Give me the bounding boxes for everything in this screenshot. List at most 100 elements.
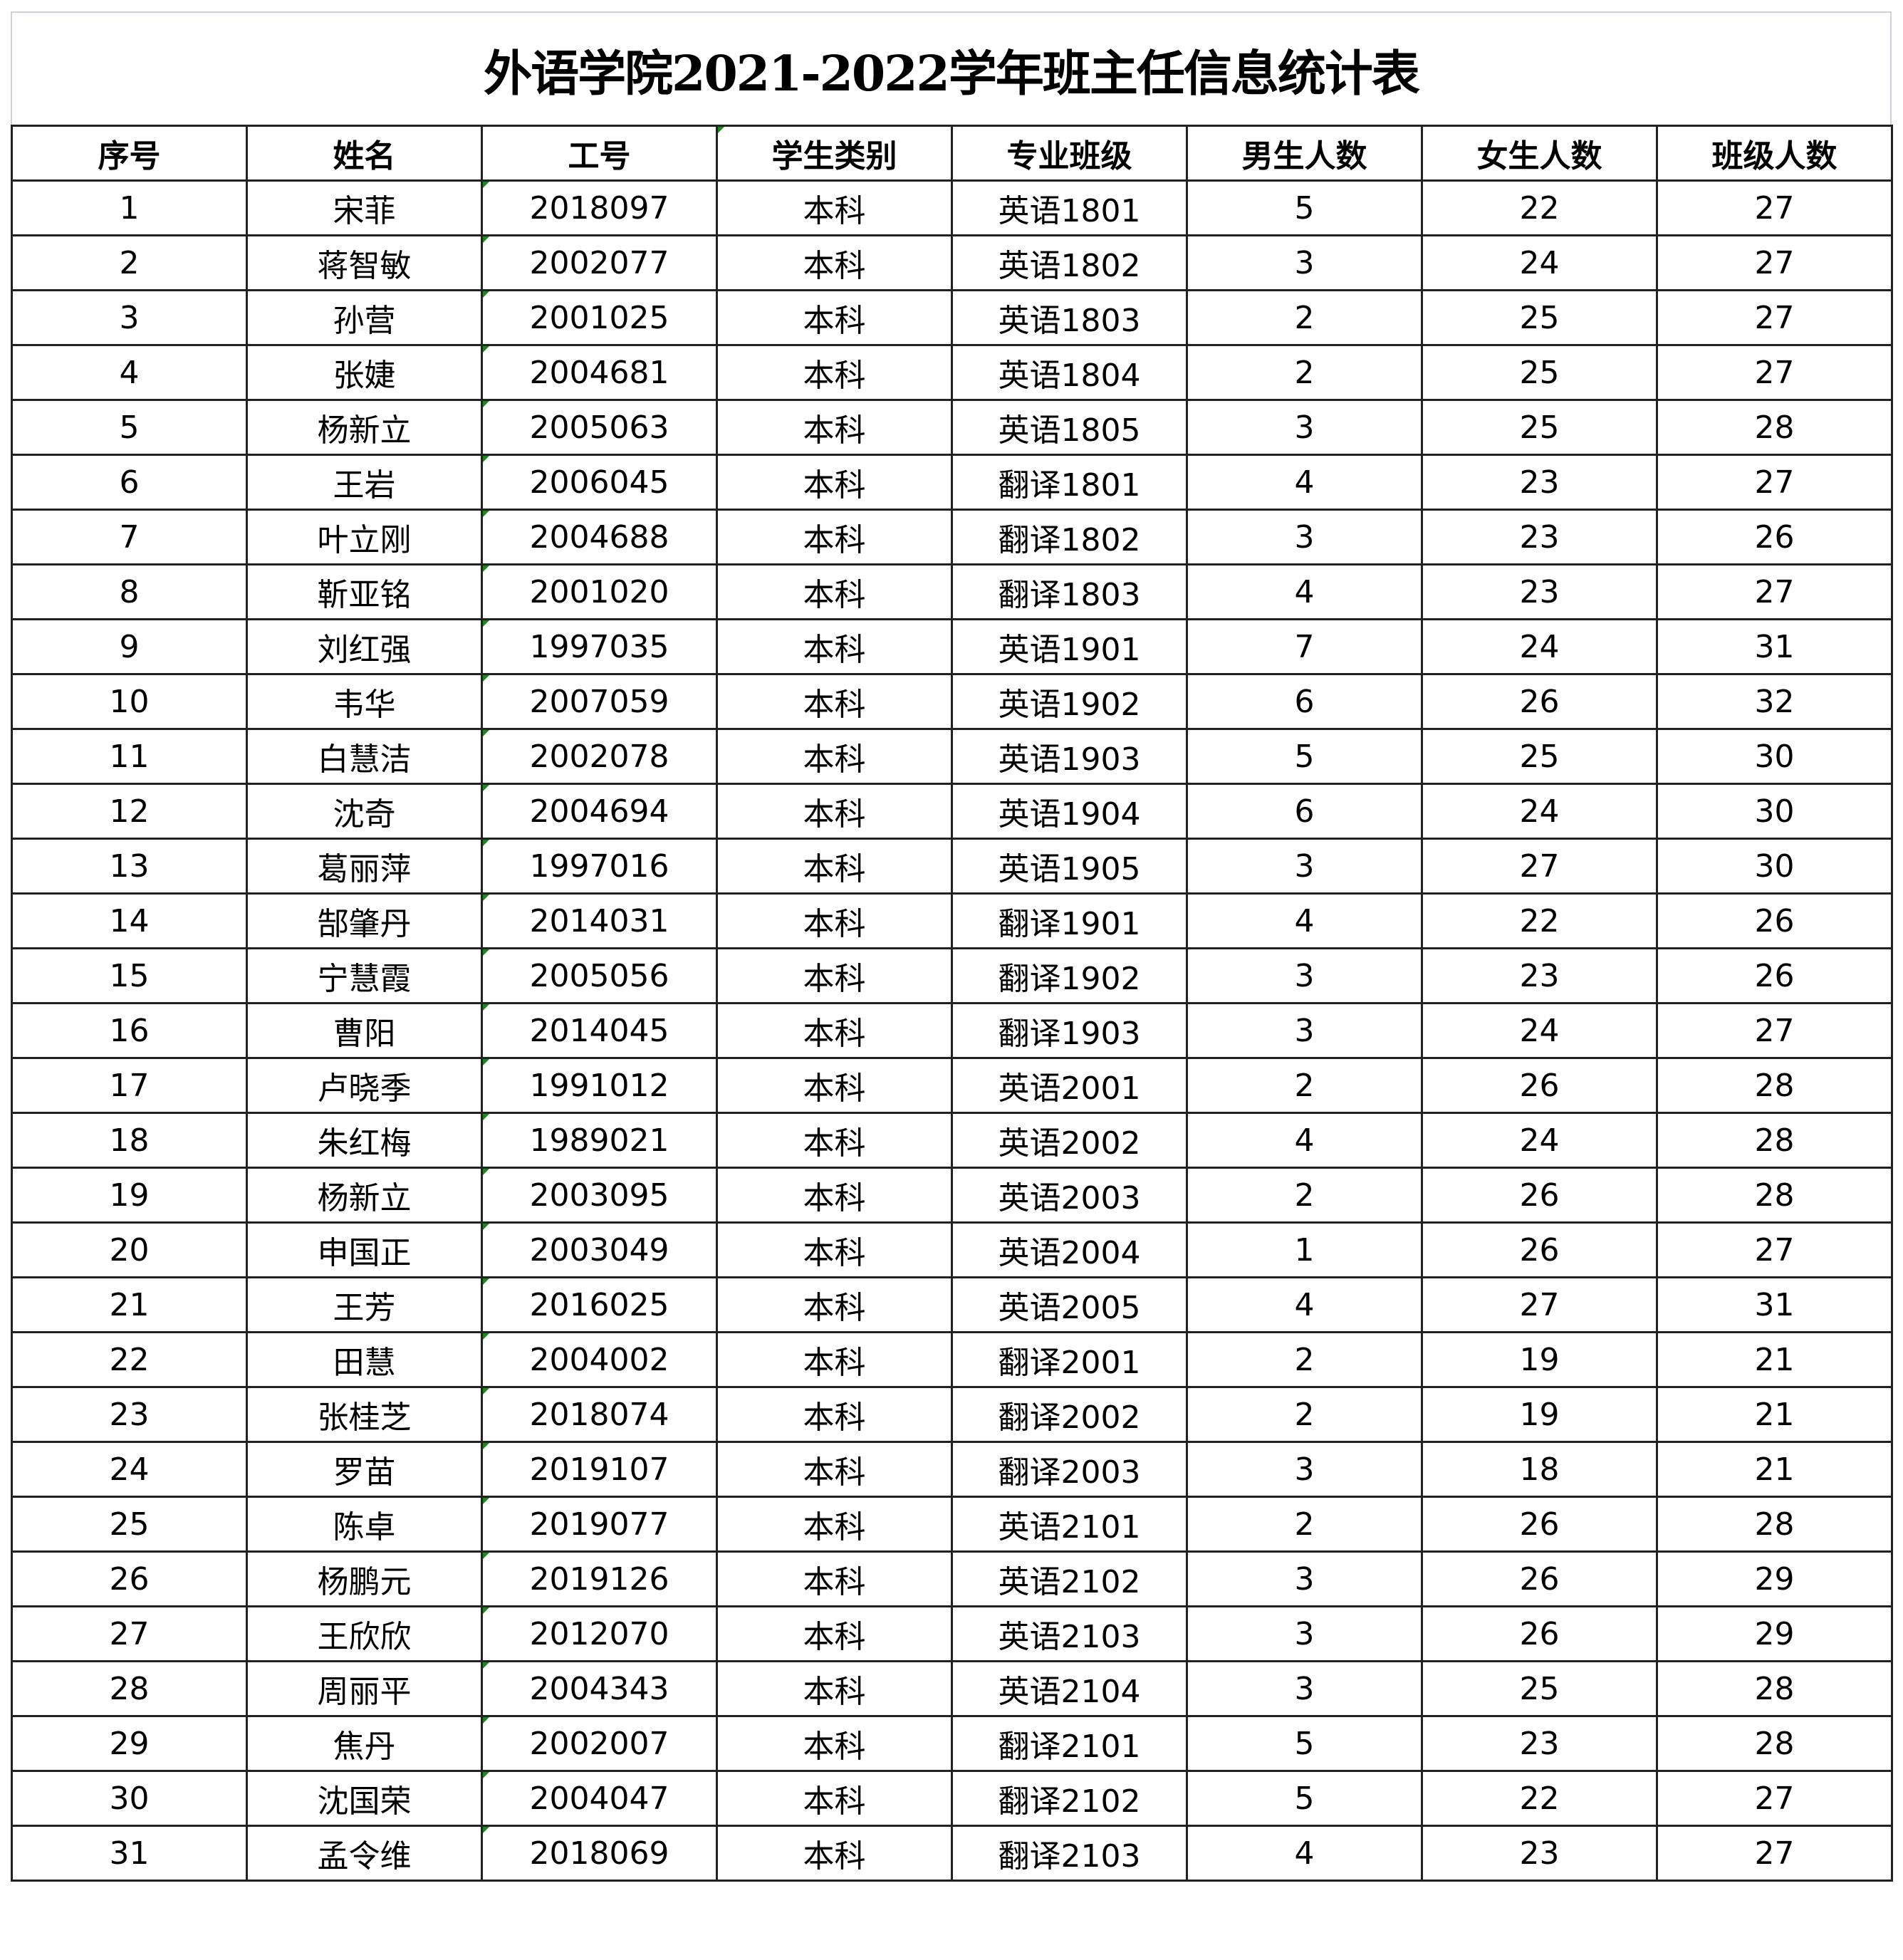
cell-female-count[interactable]: 26 <box>1421 673 1658 730</box>
cell-name[interactable]: 朱红梅 <box>246 1112 483 1169</box>
cell-female-count[interactable]: 19 <box>1421 1331 1658 1388</box>
cell-name[interactable]: 杨新立 <box>246 1167 483 1224</box>
cell-class-size[interactable]: 28 <box>1656 1660 1893 1717</box>
cell-staff-id[interactable]: 2019107 <box>481 1441 718 1498</box>
cell-index[interactable]: 11 <box>11 728 248 785</box>
cell-male-count[interactable]: 3 <box>1186 1605 1423 1662</box>
cell-name[interactable]: 葛丽萍 <box>246 838 483 895</box>
cell-staff-id[interactable]: 2004688 <box>481 509 718 565</box>
cell-student-type[interactable]: 本科 <box>716 1770 953 1827</box>
cell-staff-id[interactable]: 1991012 <box>481 1057 718 1114</box>
cell-staff-id[interactable]: 2019077 <box>481 1496 718 1553</box>
cell-female-count[interactable]: 24 <box>1421 618 1658 675</box>
cell-female-count[interactable]: 24 <box>1421 1002 1658 1059</box>
cell-class-size[interactable]: 27 <box>1656 563 1893 620</box>
cell-name[interactable]: 孟令维 <box>246 1825 483 1882</box>
cell-name[interactable]: 杨新立 <box>246 399 483 456</box>
cell-female-count[interactable]: 26 <box>1421 1550 1658 1607</box>
cell-class-size[interactable]: 21 <box>1656 1441 1893 1498</box>
cell-female-count[interactable]: 26 <box>1421 1057 1658 1114</box>
cell-staff-id[interactable]: 2002078 <box>481 728 718 785</box>
cell-staff-id[interactable]: 2005063 <box>481 399 718 456</box>
cell-male-count[interactable]: 3 <box>1186 1441 1423 1498</box>
cell-class[interactable]: 英语2101 <box>951 1496 1188 1553</box>
cell-class[interactable]: 翻译1902 <box>951 947 1188 1004</box>
cell-female-count[interactable]: 26 <box>1421 1221 1658 1278</box>
cell-class[interactable]: 英语2104 <box>951 1660 1188 1717</box>
cell-female-count[interactable]: 18 <box>1421 1441 1658 1498</box>
cell-class[interactable]: 英语2001 <box>951 1057 1188 1114</box>
cell-male-count[interactable]: 3 <box>1186 1550 1423 1607</box>
cell-student-type[interactable]: 本科 <box>716 838 953 895</box>
cell-staff-id[interactable]: 2004694 <box>481 783 718 840</box>
cell-student-type[interactable]: 本科 <box>716 1002 953 1059</box>
cell-index[interactable]: 13 <box>11 838 248 895</box>
cell-class[interactable]: 英语1901 <box>951 618 1188 675</box>
cell-student-type[interactable]: 本科 <box>716 1167 953 1224</box>
cell-male-count[interactable]: 6 <box>1186 673 1423 730</box>
cell-student-type[interactable]: 本科 <box>716 1605 953 1662</box>
cell-class[interactable]: 英语2103 <box>951 1605 1188 1662</box>
cell-student-type[interactable]: 本科 <box>716 1496 953 1553</box>
cell-female-count[interactable]: 24 <box>1421 1112 1658 1169</box>
cell-index[interactable]: 8 <box>11 563 248 620</box>
cell-male-count[interactable]: 4 <box>1186 1825 1423 1882</box>
cell-name[interactable]: 沈奇 <box>246 783 483 840</box>
cell-index[interactable]: 26 <box>11 1550 248 1607</box>
cell-class[interactable]: 英语1803 <box>951 289 1188 346</box>
cell-class[interactable]: 英语1902 <box>951 673 1188 730</box>
cell-staff-id[interactable]: 2001020 <box>481 563 718 620</box>
cell-index[interactable]: 20 <box>11 1221 248 1278</box>
cell-student-type[interactable]: 本科 <box>716 1112 953 1169</box>
cell-female-count[interactable]: 19 <box>1421 1386 1658 1443</box>
cell-class[interactable]: 翻译1803 <box>951 563 1188 620</box>
cell-index[interactable]: 12 <box>11 783 248 840</box>
cell-name[interactable]: 宁慧霞 <box>246 947 483 1004</box>
cell-female-count[interactable]: 26 <box>1421 1496 1658 1553</box>
cell-index[interactable]: 29 <box>11 1715 248 1772</box>
cell-class[interactable]: 英语1804 <box>951 344 1188 401</box>
cell-class-size[interactable]: 21 <box>1656 1331 1893 1388</box>
cell-class[interactable]: 英语2003 <box>951 1167 1188 1224</box>
cell-name[interactable]: 曹阳 <box>246 1002 483 1059</box>
cell-student-type[interactable]: 本科 <box>716 344 953 401</box>
cell-male-count[interactable]: 2 <box>1186 1496 1423 1553</box>
cell-class-size[interactable]: 27 <box>1656 454 1893 511</box>
cell-staff-id[interactable]: 2018074 <box>481 1386 718 1443</box>
cell-name[interactable]: 焦丹 <box>246 1715 483 1772</box>
cell-staff-id[interactable]: 2004002 <box>481 1331 718 1388</box>
cell-male-count[interactable]: 2 <box>1186 1331 1423 1388</box>
cell-student-type[interactable]: 本科 <box>716 1221 953 1278</box>
cell-class-size[interactable]: 30 <box>1656 728 1893 785</box>
cell-male-count[interactable]: 1 <box>1186 1221 1423 1278</box>
cell-name[interactable]: 申国正 <box>246 1221 483 1278</box>
cell-staff-id[interactable]: 2004343 <box>481 1660 718 1717</box>
cell-class-size[interactable]: 30 <box>1656 783 1893 840</box>
cell-name[interactable]: 靳亚铭 <box>246 563 483 620</box>
cell-male-count[interactable]: 5 <box>1186 1770 1423 1827</box>
cell-class-size[interactable]: 28 <box>1656 1112 1893 1169</box>
cell-student-type[interactable]: 本科 <box>716 1550 953 1607</box>
cell-male-count[interactable]: 3 <box>1186 1660 1423 1717</box>
cell-class-size[interactable]: 28 <box>1656 399 1893 456</box>
cell-male-count[interactable]: 5 <box>1186 1715 1423 1772</box>
cell-class[interactable]: 英语1802 <box>951 234 1188 291</box>
cell-student-type[interactable]: 本科 <box>716 1715 953 1772</box>
cell-class-size[interactable]: 27 <box>1656 1770 1893 1827</box>
cell-name[interactable]: 刘红强 <box>246 618 483 675</box>
cell-female-count[interactable]: 23 <box>1421 454 1658 511</box>
cell-index[interactable]: 10 <box>11 673 248 730</box>
cell-class-size[interactable]: 27 <box>1656 1825 1893 1882</box>
cell-staff-id[interactable]: 2005056 <box>481 947 718 1004</box>
cell-staff-id[interactable]: 2002077 <box>481 234 718 291</box>
cell-name[interactable]: 韦华 <box>246 673 483 730</box>
cell-male-count[interactable]: 2 <box>1186 1057 1423 1114</box>
cell-staff-id[interactable]: 2018069 <box>481 1825 718 1882</box>
cell-male-count[interactable]: 2 <box>1186 344 1423 401</box>
cell-class-size[interactable]: 28 <box>1656 1496 1893 1553</box>
cell-name[interactable]: 白慧洁 <box>246 728 483 785</box>
column-header-female-count[interactable]: 女生人数 <box>1421 125 1658 182</box>
cell-female-count[interactable]: 26 <box>1421 1605 1658 1662</box>
cell-female-count[interactable]: 23 <box>1421 947 1658 1004</box>
cell-name[interactable]: 周丽平 <box>246 1660 483 1717</box>
